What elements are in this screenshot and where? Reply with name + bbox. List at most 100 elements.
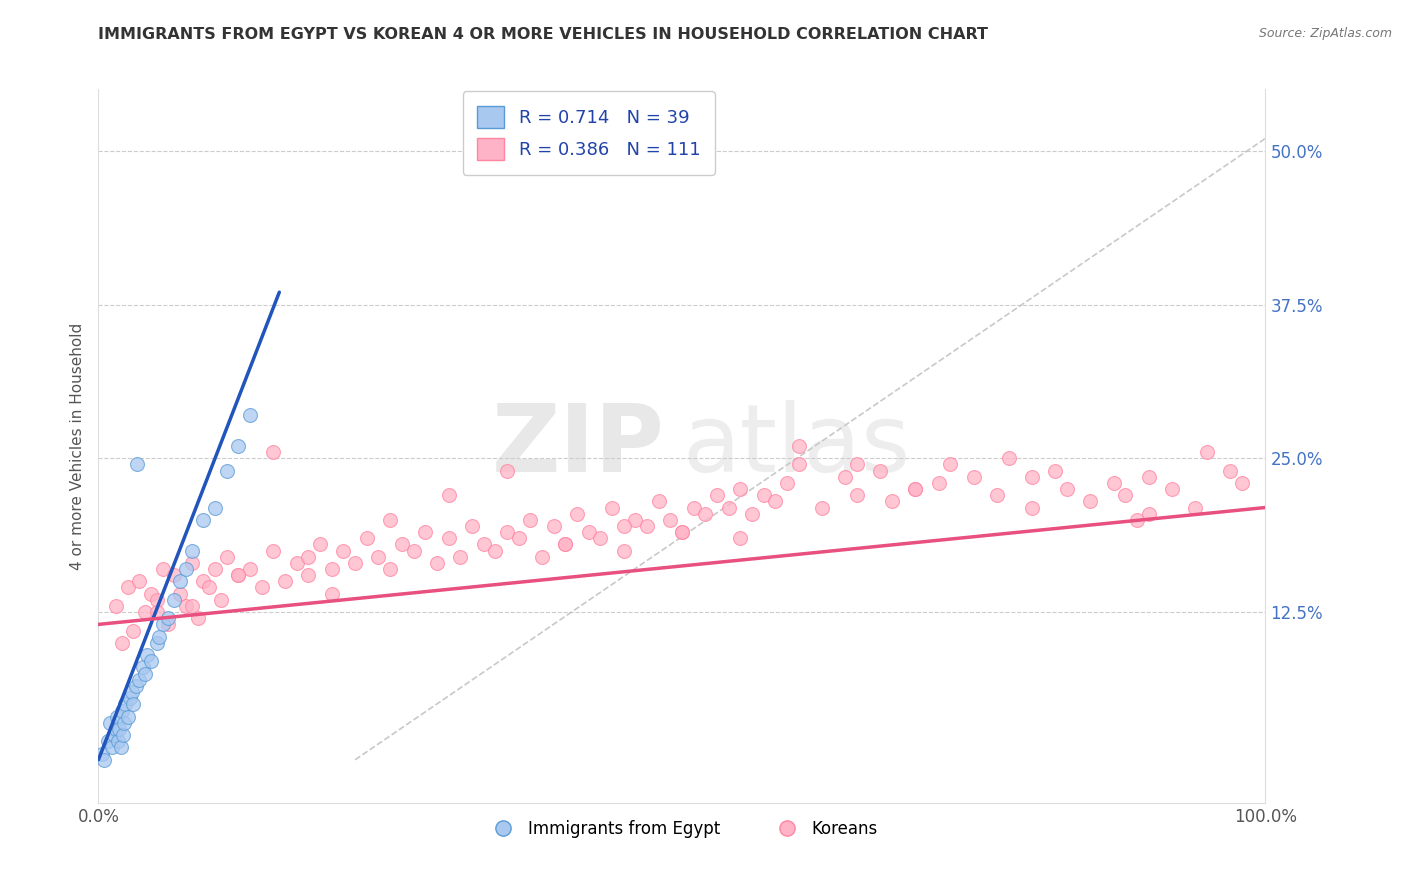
Point — [578, 525, 600, 540]
Point — [776, 475, 799, 490]
Point — [117, 581, 139, 595]
Point — [449, 549, 471, 564]
Point — [98, 715, 121, 730]
Point — [274, 574, 297, 589]
Point — [97, 734, 120, 748]
Point — [846, 458, 869, 472]
Point — [111, 728, 134, 742]
Point — [380, 513, 402, 527]
Point — [834, 469, 856, 483]
Point — [122, 698, 145, 712]
Point — [215, 549, 238, 564]
Point — [612, 519, 634, 533]
Point — [1102, 475, 1125, 490]
Point — [157, 611, 180, 625]
Point — [1219, 464, 1241, 478]
Point — [163, 568, 186, 582]
Point — [169, 574, 191, 589]
Point — [671, 525, 693, 540]
Point — [962, 469, 984, 483]
Point — [391, 537, 413, 551]
Point — [682, 500, 704, 515]
Point — [93, 753, 115, 767]
Point — [297, 549, 319, 564]
Point — [111, 636, 134, 650]
Point — [117, 709, 139, 723]
Point — [104, 599, 127, 613]
Point — [174, 562, 197, 576]
Point — [148, 630, 170, 644]
Point — [717, 500, 740, 515]
Point — [122, 624, 145, 638]
Point — [554, 537, 576, 551]
Point — [1080, 494, 1102, 508]
Point — [146, 605, 169, 619]
Point — [659, 513, 682, 527]
Point — [554, 537, 576, 551]
Point — [134, 666, 156, 681]
Point — [103, 728, 125, 742]
Point — [730, 531, 752, 545]
Point — [565, 507, 588, 521]
Point — [125, 679, 148, 693]
Point — [869, 464, 891, 478]
Point — [787, 458, 810, 472]
Point — [309, 537, 332, 551]
Point — [612, 543, 634, 558]
Text: atlas: atlas — [682, 400, 910, 492]
Point — [157, 617, 180, 632]
Point — [695, 507, 717, 521]
Point — [496, 525, 519, 540]
Point — [671, 525, 693, 540]
Point — [741, 507, 763, 521]
Point — [297, 568, 319, 582]
Point — [997, 451, 1019, 466]
Point — [1021, 469, 1043, 483]
Point — [128, 574, 150, 589]
Point — [752, 488, 775, 502]
Point — [132, 660, 155, 674]
Point — [1230, 475, 1253, 490]
Point — [118, 691, 141, 706]
Point — [1126, 513, 1149, 527]
Point — [204, 562, 226, 576]
Point — [262, 445, 284, 459]
Point — [228, 568, 250, 582]
Point — [846, 488, 869, 502]
Point — [1161, 482, 1184, 496]
Point — [589, 531, 612, 545]
Point — [146, 592, 169, 607]
Point — [647, 494, 669, 508]
Point — [128, 673, 150, 687]
Point — [146, 636, 169, 650]
Point — [730, 482, 752, 496]
Point — [624, 513, 647, 527]
Point — [706, 488, 728, 502]
Point — [193, 574, 215, 589]
Point — [1021, 500, 1043, 515]
Legend: Immigrants from Egypt, Koreans: Immigrants from Egypt, Koreans — [479, 814, 884, 845]
Point — [356, 531, 378, 545]
Point — [114, 698, 136, 712]
Point — [134, 605, 156, 619]
Point — [105, 709, 128, 723]
Point — [380, 562, 402, 576]
Point — [90, 747, 112, 761]
Point — [543, 519, 565, 533]
Point — [285, 556, 308, 570]
Point — [169, 587, 191, 601]
Point — [636, 519, 658, 533]
Point — [880, 494, 903, 508]
Point — [250, 581, 273, 595]
Point — [209, 592, 232, 607]
Point — [111, 704, 134, 718]
Point — [174, 599, 197, 613]
Point — [104, 722, 127, 736]
Point — [1056, 482, 1078, 496]
Point — [1137, 469, 1160, 483]
Point — [437, 488, 460, 502]
Point — [437, 531, 460, 545]
Point — [939, 458, 962, 472]
Point — [986, 488, 1008, 502]
Point — [228, 439, 250, 453]
